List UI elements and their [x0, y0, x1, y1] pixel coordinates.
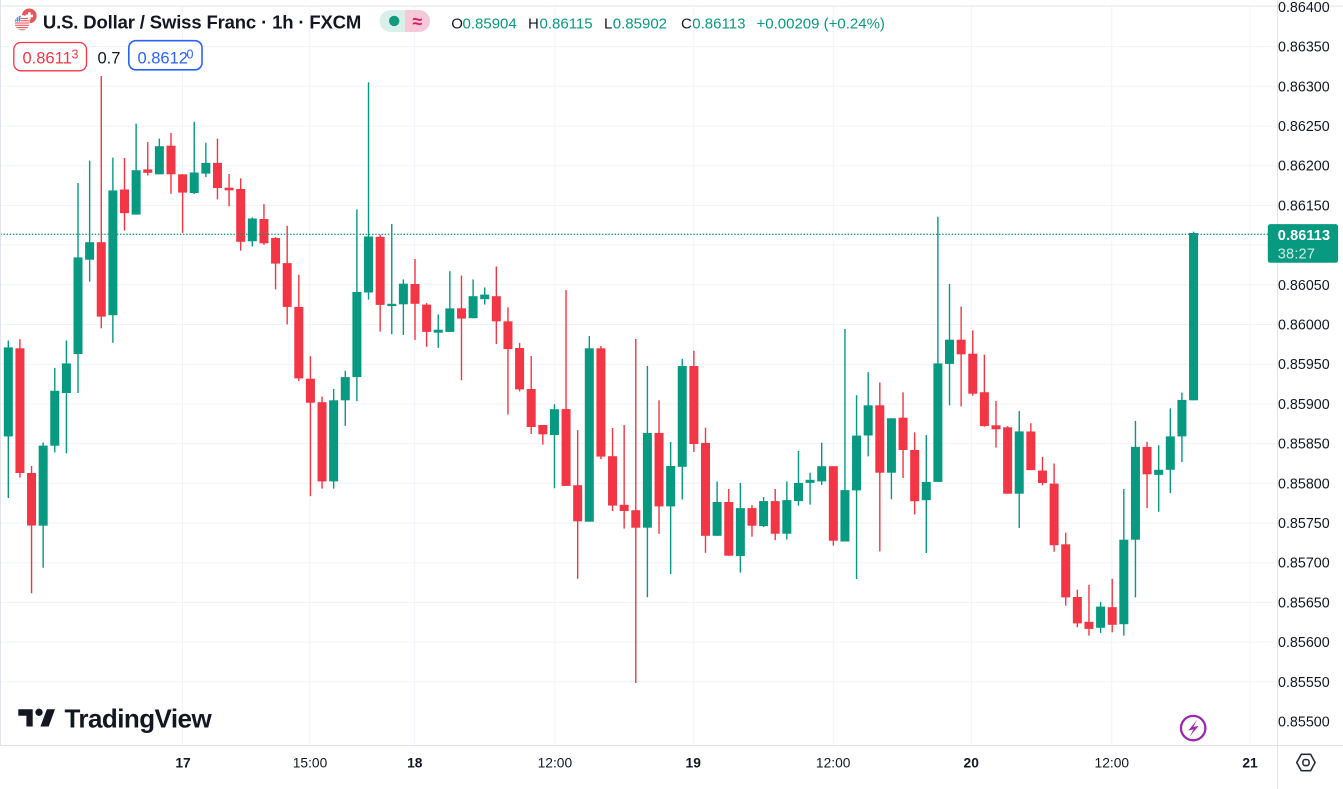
svg-text:0.86050: 0.86050 [1278, 278, 1330, 294]
svg-text:+0.00209 (+0.24%): +0.00209 (+0.24%) [757, 15, 885, 32]
svg-text:0.8612: 0.8612 [138, 50, 188, 68]
svg-text:0.85900: 0.85900 [1278, 397, 1330, 413]
svg-text:H: H [528, 15, 539, 32]
svg-text:0.85500: 0.85500 [1278, 715, 1330, 731]
svg-text:12:00: 12:00 [1095, 756, 1130, 771]
svg-text:0.85750: 0.85750 [1278, 516, 1330, 532]
svg-text:21: 21 [1242, 756, 1258, 771]
svg-text:O: O [451, 15, 463, 32]
svg-text:0.85600: 0.85600 [1278, 635, 1330, 651]
svg-text:U.S. Dollar / Swiss Franc · 1h: U.S. Dollar / Swiss Franc · 1h · FXCM [43, 12, 361, 33]
svg-text:0: 0 [187, 48, 194, 62]
svg-text:12:00: 12:00 [816, 756, 851, 771]
svg-text:0.85950: 0.85950 [1278, 357, 1330, 373]
svg-text:0.86000: 0.86000 [1278, 318, 1330, 334]
svg-text:0.86250: 0.86250 [1278, 119, 1330, 135]
svg-text:0.85850: 0.85850 [1278, 437, 1330, 453]
svg-text:0.85800: 0.85800 [1278, 476, 1330, 492]
svg-text:L: L [604, 15, 612, 32]
svg-text:0.7: 0.7 [98, 50, 121, 68]
svg-text:17: 17 [175, 756, 191, 771]
svg-text:0.85550: 0.85550 [1278, 675, 1330, 691]
svg-text:18: 18 [407, 756, 423, 771]
svg-text:3: 3 [72, 48, 79, 62]
svg-text:0.86300: 0.86300 [1278, 79, 1330, 95]
svg-text:12:00: 12:00 [538, 756, 573, 771]
svg-text:0.86150: 0.86150 [1278, 198, 1330, 214]
svg-text:0.86113: 0.86113 [1278, 228, 1330, 244]
svg-text:0.85904: 0.85904 [463, 15, 517, 32]
svg-text:20: 20 [964, 756, 980, 771]
svg-text:38:27: 38:27 [1278, 246, 1315, 262]
svg-text:0.8611: 0.8611 [23, 50, 72, 68]
svg-text:0.85650: 0.85650 [1278, 595, 1330, 611]
svg-text:0.86200: 0.86200 [1278, 159, 1330, 175]
svg-text:0.86113: 0.86113 [692, 15, 745, 32]
svg-text:0.85902: 0.85902 [613, 15, 667, 32]
svg-text:0.86350: 0.86350 [1278, 40, 1330, 56]
svg-text:0.86115: 0.86115 [540, 15, 593, 32]
svg-text:≈: ≈ [412, 12, 422, 32]
svg-text:C: C [681, 15, 692, 32]
svg-text:15:00: 15:00 [293, 756, 328, 771]
svg-text:0.86400: 0.86400 [1278, 0, 1330, 16]
svg-text:0.85700: 0.85700 [1278, 556, 1330, 572]
svg-text:19: 19 [686, 756, 702, 771]
svg-text:TradingView: TradingView [65, 703, 213, 733]
